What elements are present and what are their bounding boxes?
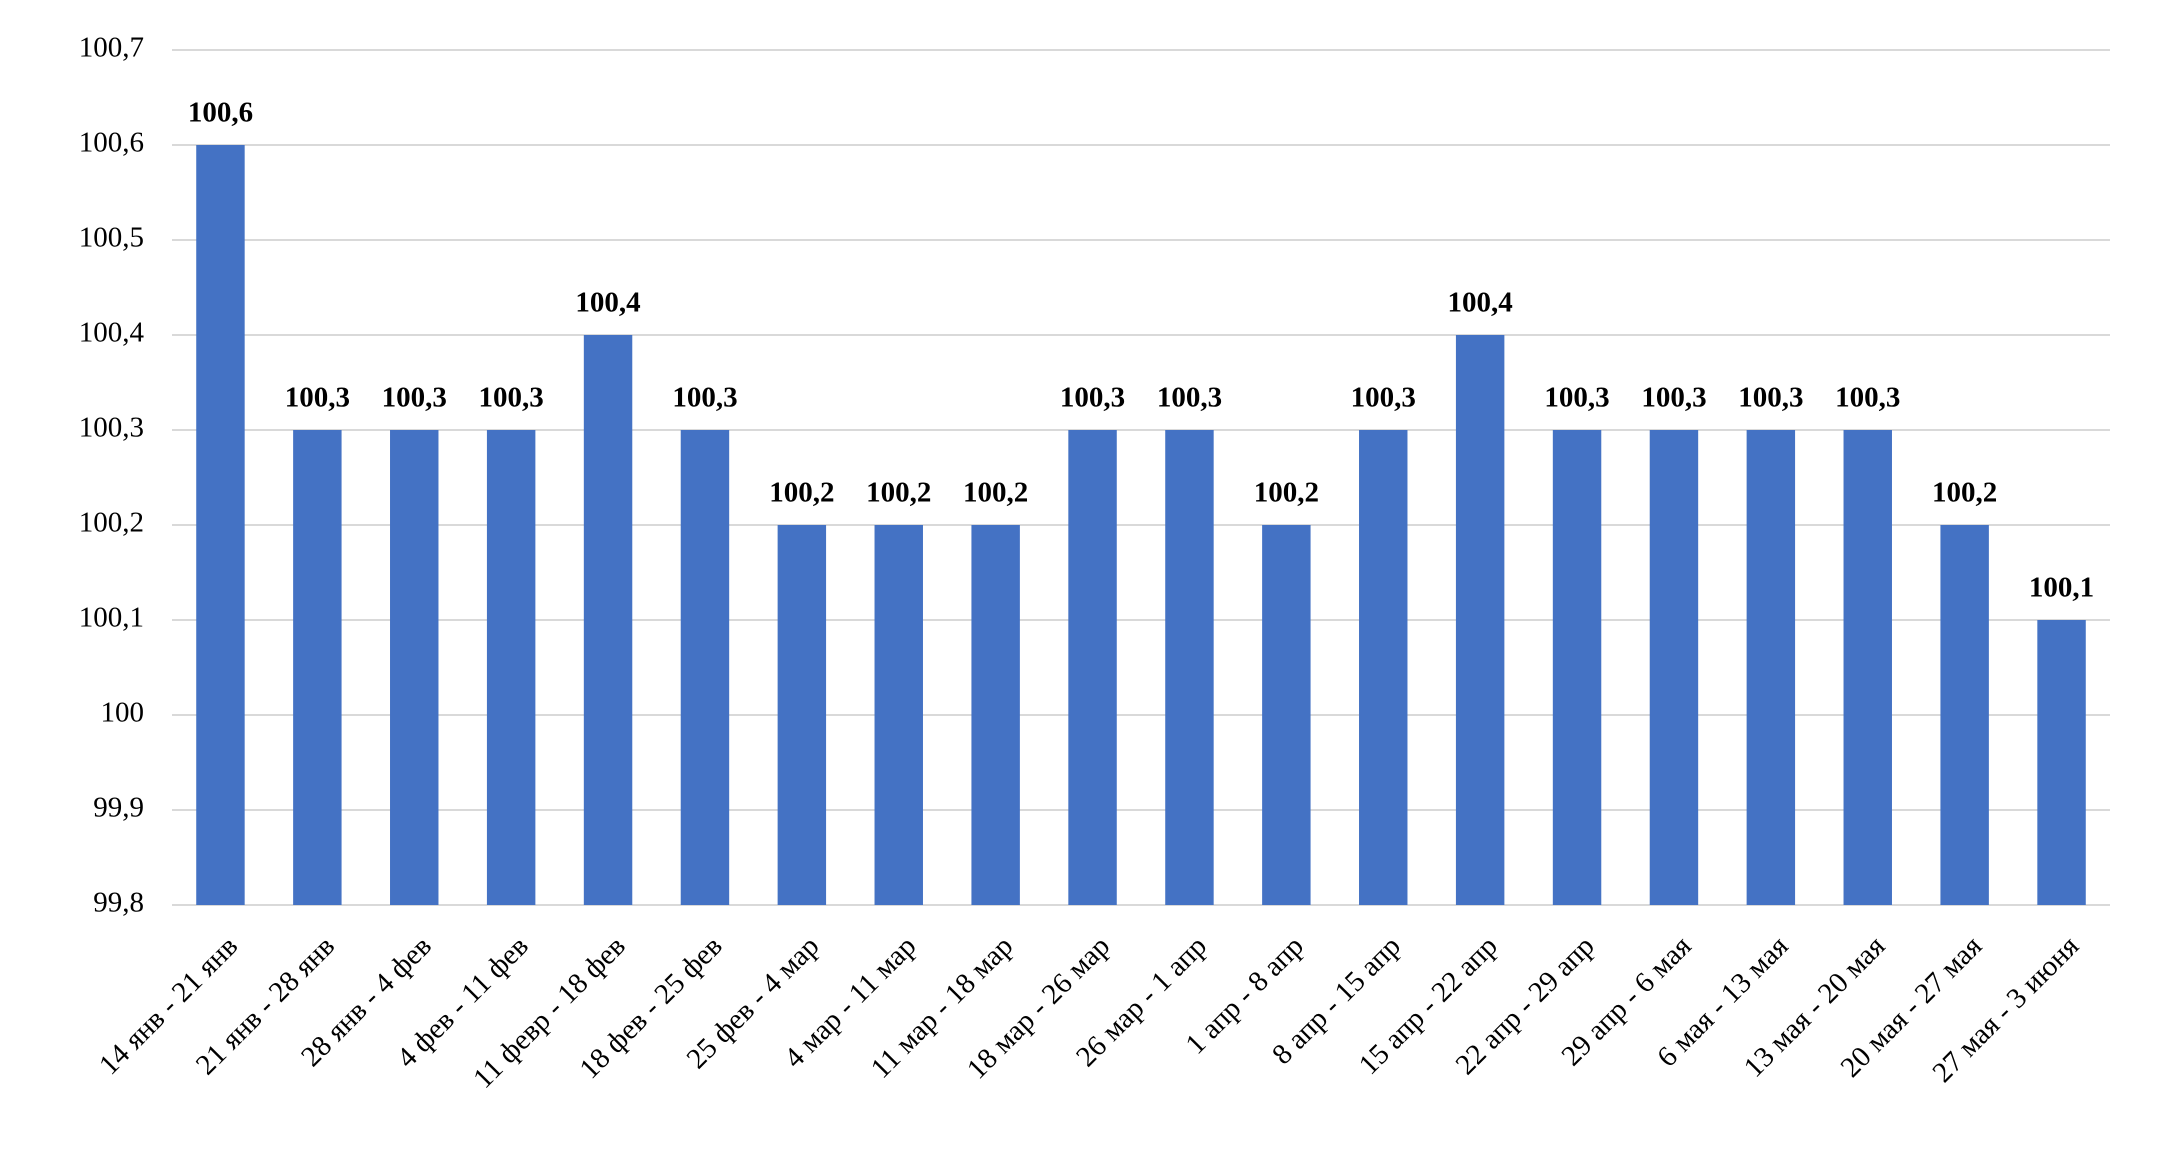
- value-label: 100,2: [1254, 477, 1319, 509]
- value-label: 100,3: [285, 382, 350, 414]
- value-label: 100,3: [1351, 382, 1416, 414]
- bar: [1552, 430, 1602, 905]
- bar: [1843, 430, 1892, 905]
- bar: [1940, 525, 1989, 905]
- bar: [390, 430, 439, 905]
- bar: [1746, 430, 1796, 905]
- value-label: 100,3: [1544, 382, 1609, 414]
- bar: [293, 430, 342, 905]
- value-label: 100,2: [769, 477, 834, 509]
- value-label: 100,4: [575, 287, 640, 319]
- bar: [1455, 335, 1505, 905]
- value-label: 100,1: [2029, 572, 2094, 604]
- bar: [1068, 430, 1117, 905]
- value-label: 100,4: [1448, 287, 1513, 319]
- value-label: 100,2: [963, 477, 1028, 509]
- bar: [971, 525, 1020, 905]
- y-tick-label: 99,9: [93, 792, 144, 824]
- value-label: 100,2: [866, 477, 931, 509]
- y-tick-label: 99,8: [93, 887, 144, 919]
- value-label: 100,3: [1157, 382, 1222, 414]
- y-tick-label: 100,3: [79, 412, 144, 444]
- bar: [196, 145, 245, 905]
- value-label: 100,3: [1835, 382, 1900, 414]
- bar: [680, 430, 730, 905]
- bar: [486, 430, 536, 905]
- bar: [1165, 430, 1214, 905]
- bar: [1649, 430, 1699, 905]
- value-label: 100,3: [672, 382, 737, 414]
- bar: [1262, 525, 1311, 905]
- value-label: 100,6: [188, 97, 253, 129]
- y-tick-label: 100,4: [79, 317, 145, 349]
- y-tick-label: 100,7: [79, 32, 144, 64]
- value-label: 100,3: [382, 382, 447, 414]
- value-label: 100,3: [1738, 382, 1803, 414]
- value-label: 100,3: [1060, 382, 1125, 414]
- y-tick-label: 100,6: [79, 127, 144, 159]
- bar: [777, 525, 827, 905]
- bar: [2037, 620, 2086, 905]
- y-tick-label: 100: [101, 697, 145, 729]
- bar: [1359, 430, 1408, 905]
- bar: [583, 335, 633, 905]
- value-label: 100,3: [479, 382, 544, 414]
- y-tick-label: 100,1: [79, 602, 144, 634]
- value-label: 100,2: [1932, 477, 1997, 509]
- y-tick-label: 100,5: [79, 222, 144, 254]
- value-label: 100,3: [1641, 382, 1706, 414]
- bar: [874, 525, 923, 905]
- y-tick-label: 100,2: [79, 507, 144, 539]
